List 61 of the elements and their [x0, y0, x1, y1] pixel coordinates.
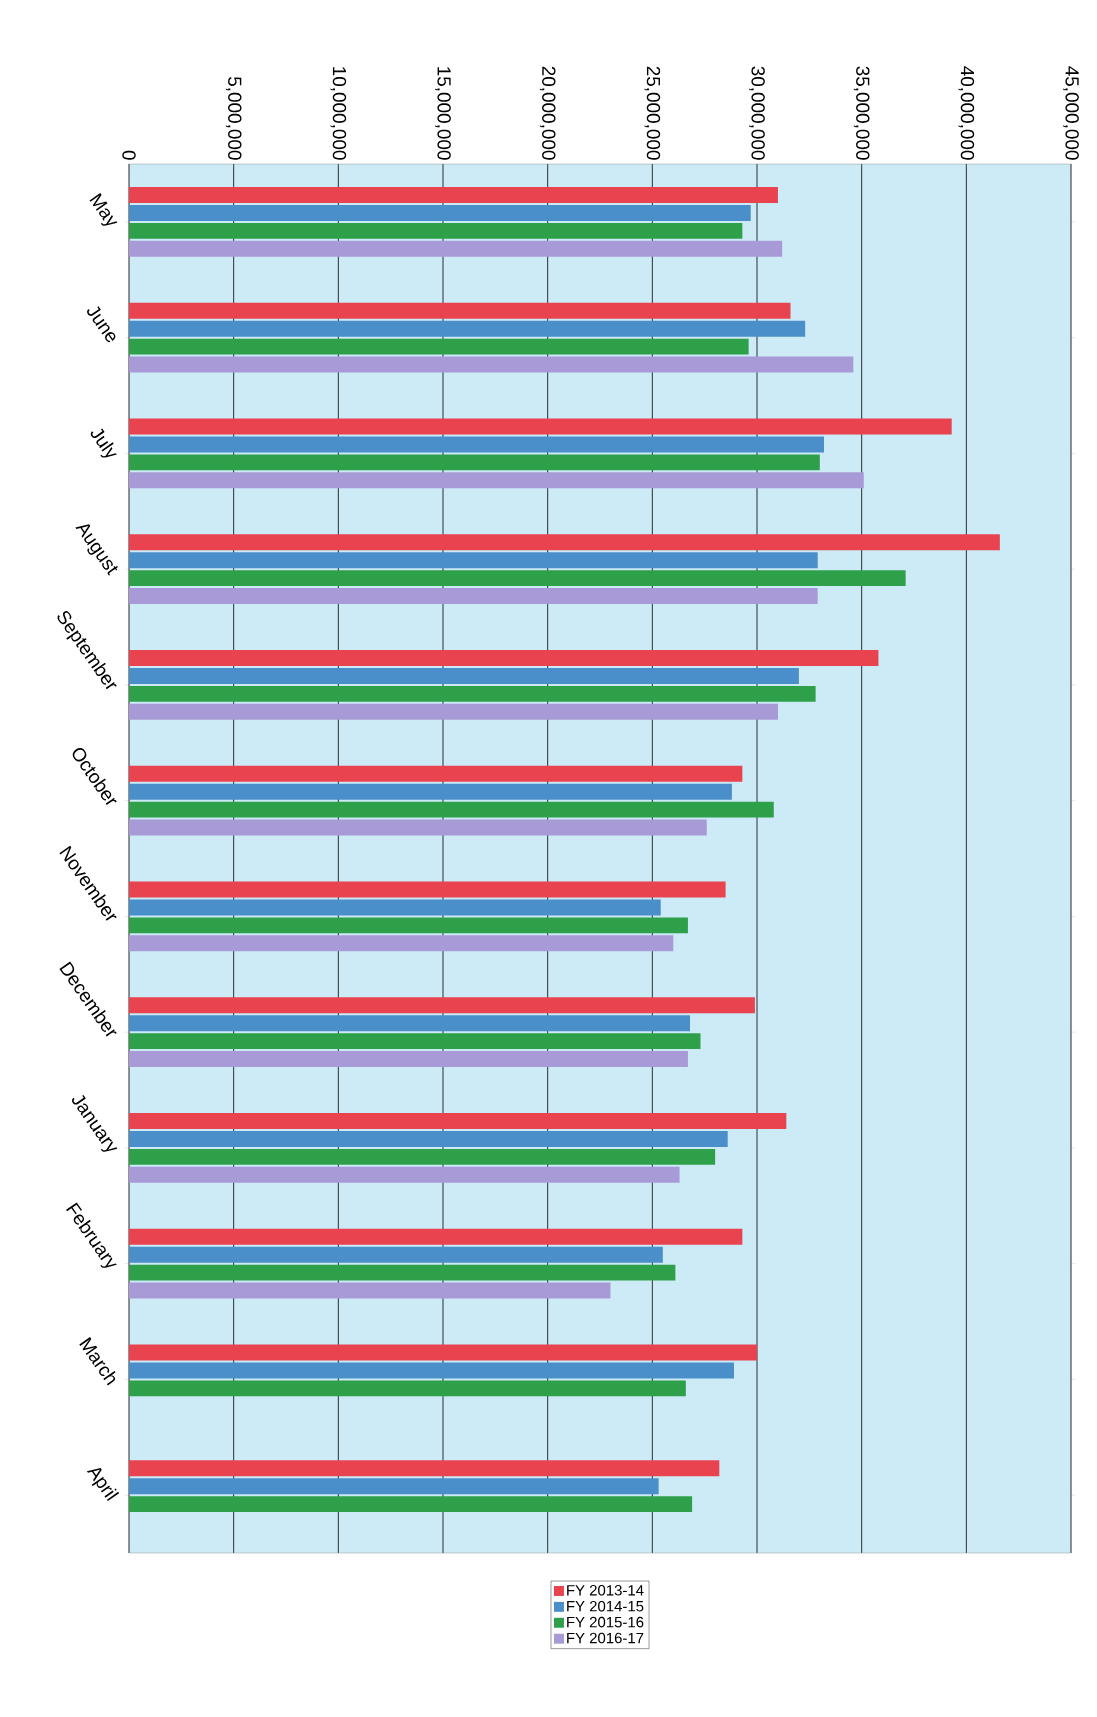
- bar: [129, 801, 774, 818]
- x-tick-label: 15,000,000: [435, 67, 451, 160]
- bar: [129, 302, 791, 319]
- bar: [129, 1282, 611, 1299]
- bar: [129, 917, 688, 934]
- bar: [129, 240, 783, 257]
- x-tick-label: 25,000,000: [644, 66, 661, 160]
- bar: [129, 1228, 743, 1245]
- bar: [129, 320, 806, 337]
- bar: [129, 1478, 659, 1495]
- bar: [129, 472, 864, 489]
- bar: [129, 881, 726, 898]
- bar: [129, 935, 674, 952]
- bar: [129, 436, 824, 453]
- bar: [129, 703, 778, 720]
- bar: [129, 1460, 720, 1477]
- bar: [129, 997, 755, 1014]
- bar: [129, 418, 952, 435]
- legend-label: FY 2015-16: [567, 1616, 644, 1628]
- y-tick-label: July: [90, 428, 117, 458]
- x-tick-label: 30,000,000: [749, 66, 765, 160]
- bar: [129, 1264, 676, 1281]
- bar: [129, 1496, 693, 1513]
- bar: [129, 1130, 728, 1147]
- x-tick-label: 35,000,000: [853, 66, 870, 160]
- legend-label: FY 2013-14: [567, 1584, 644, 1596]
- bar: [129, 765, 743, 782]
- bar: [129, 783, 732, 800]
- bar: [129, 819, 707, 836]
- bar: [129, 1113, 787, 1129]
- x-tick-label: 0: [122, 150, 136, 160]
- bar: [129, 1344, 758, 1361]
- bar: [129, 356, 854, 373]
- bar: [129, 570, 906, 587]
- bar: [129, 534, 1000, 551]
- bar: [129, 667, 799, 684]
- x-tick-label: 40,000,000: [958, 66, 975, 160]
- bar: [129, 204, 751, 221]
- bar: [129, 1246, 663, 1263]
- bar: [129, 1051, 688, 1068]
- bar: [129, 454, 820, 471]
- legend-label: FY 2016-17: [567, 1632, 644, 1644]
- x-tick-label: 10,000,000: [330, 67, 347, 160]
- x-tick-label: 20,000,000: [539, 66, 556, 160]
- bar: [129, 552, 818, 569]
- bar: [129, 222, 743, 239]
- x-tick-label: 45,000,000: [1063, 66, 1079, 160]
- bar: [129, 1033, 701, 1050]
- bar: [129, 650, 879, 666]
- bar: [129, 588, 818, 604]
- x-tick-label: 5,000,000: [225, 77, 242, 160]
- legend-label: FY 2014-15: [567, 1600, 644, 1612]
- bar: [129, 187, 778, 203]
- bar: [129, 899, 661, 916]
- bar: [129, 1380, 686, 1397]
- bar: [129, 338, 749, 355]
- bar: [129, 1148, 716, 1165]
- bar: [129, 1015, 691, 1032]
- bar: [129, 685, 816, 702]
- bar: [129, 1362, 734, 1379]
- bar: [129, 1166, 680, 1183]
